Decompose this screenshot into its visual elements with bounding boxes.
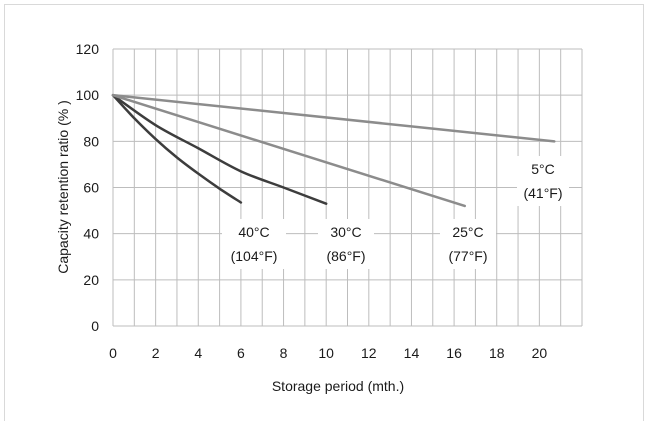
x-tick-label: 16 <box>446 345 462 361</box>
x-tick-label: 12 <box>361 345 377 361</box>
x-tick-label: 0 <box>109 345 117 361</box>
chart-frame <box>4 4 644 421</box>
x-tick-label: 10 <box>318 345 334 361</box>
y-tick-label: 40 <box>83 226 99 242</box>
annotation-label: (104°F) <box>231 248 278 264</box>
annotation-label: (41°F) <box>523 185 562 201</box>
annotation-bg <box>440 219 496 269</box>
x-tick-label: 20 <box>532 345 548 361</box>
series-lines <box>111 93 556 208</box>
annotation-bg <box>517 156 569 206</box>
y-tick-label: 80 <box>83 133 99 149</box>
annotation-label: 30°C <box>330 224 361 240</box>
annotation-bg <box>318 219 374 269</box>
annotation-bg <box>222 219 286 269</box>
y-tick-label: 20 <box>83 272 99 288</box>
x-tick-label: 2 <box>152 345 160 361</box>
y-axis-title: Capacity retention ratio (% ) <box>55 100 71 274</box>
tick-labels: 0 2 4 6 8 10 12 14 16 18 20 0 20 40 60 80 100 120 <box>76 41 548 361</box>
y-tick-label: 120 <box>76 41 100 57</box>
annotation-label: 40°C <box>238 224 269 240</box>
annotation-label: (86°F) <box>326 248 365 264</box>
y-tick-label: 60 <box>83 180 99 196</box>
annotation-label: 5°C <box>531 161 555 177</box>
x-axis-title: Storage period (mth.) <box>272 378 404 394</box>
x-tick-label: 18 <box>489 345 505 361</box>
grid <box>112 48 583 327</box>
x-tick-label: 4 <box>194 345 202 361</box>
y-tick-label: 0 <box>91 318 99 334</box>
series-line <box>111 93 556 143</box>
annotations: 40°C (104°F) 30°C (86°F) 25°C (77°F) 5°C (41°F) <box>222 156 569 269</box>
y-tick-label: 100 <box>76 87 100 103</box>
annotation-label: (77°F) <box>448 248 487 264</box>
annotation-label: 25°C <box>452 224 483 240</box>
x-tick-label: 6 <box>237 345 245 361</box>
x-tick-label: 14 <box>404 345 420 361</box>
x-tick-label: 8 <box>280 345 288 361</box>
series-line <box>111 93 328 205</box>
series-line <box>111 93 466 208</box>
series-line <box>111 93 243 204</box>
